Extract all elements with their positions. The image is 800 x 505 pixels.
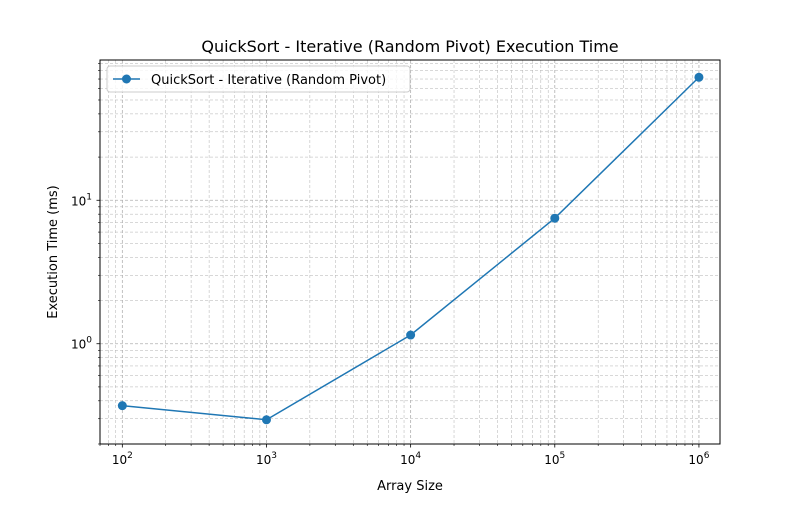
chart-title: QuickSort - Iterative (Random Pivot) Exe… (201, 37, 618, 56)
legend-label: QuickSort - Iterative (Random Pivot) (151, 73, 386, 88)
grid-layer (99, 60, 720, 445)
x-tick-label: 106 (688, 451, 709, 467)
y-tick-exponent: 1 (86, 192, 92, 202)
x-tick-exponent: 6 (704, 451, 710, 461)
y-tick-label: 100 (71, 336, 92, 352)
data-point (261, 415, 271, 425)
series-layer (117, 72, 704, 425)
legend-marker (122, 74, 131, 84)
x-tick-label: 102 (112, 451, 133, 467)
x-tick-base: 10 (688, 453, 703, 467)
x-tick-base: 10 (256, 453, 271, 467)
x-tick-exponent: 2 (127, 451, 133, 461)
data-point (406, 330, 416, 340)
y-tick-label: 101 (71, 192, 92, 208)
data-point (117, 401, 127, 411)
series-line (122, 76, 700, 421)
x-tick-exponent: 4 (415, 451, 421, 461)
plot-frame (99, 59, 721, 445)
x-tick-label: 104 (400, 451, 421, 467)
x-tick-base: 10 (400, 453, 415, 467)
y-tick-base: 10 (71, 338, 86, 352)
x-tick-exponent: 5 (560, 451, 566, 461)
legend: QuickSort - Iterative (Random Pivot) (106, 65, 411, 93)
x-tick-label: 103 (256, 451, 277, 467)
legend-box (106, 65, 411, 93)
y-tick-exponent: 0 (86, 336, 92, 346)
x-tick-exponent: 3 (271, 451, 277, 461)
y-axis-label: Execution Time (ms) (46, 185, 61, 318)
x-tick-label: 105 (544, 451, 565, 467)
x-tick-base: 10 (544, 453, 559, 467)
data-point (550, 213, 560, 223)
y-tick-base: 10 (71, 194, 86, 208)
data-point (694, 72, 704, 82)
x-tick-base: 10 (112, 453, 127, 467)
x-axis-label: Array Size (377, 479, 443, 494)
